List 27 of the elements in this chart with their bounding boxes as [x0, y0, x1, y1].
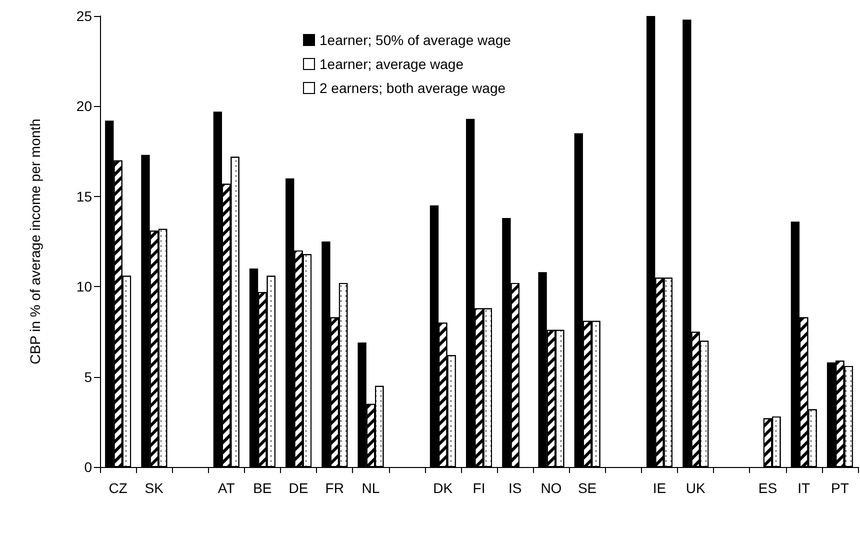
y-tick-label: 5 — [84, 368, 92, 385]
x-tick-label: FR — [325, 480, 344, 496]
x-tick-label: AT — [218, 480, 236, 496]
x-tick-label: SE — [578, 480, 597, 496]
x-tick-label: UK — [686, 480, 706, 496]
x-tick-label: DK — [433, 480, 454, 496]
legend-label: 1earner; average wage — [320, 56, 464, 72]
x-tick-label: SK — [144, 480, 164, 496]
x-tick-label: CZ — [108, 480, 128, 496]
x-tick-label: FI — [472, 480, 486, 496]
x-tick-label: BE — [253, 480, 272, 496]
y-tick-label: 15 — [76, 188, 92, 204]
legend-label: 1earner; 50% of average wage — [320, 32, 512, 48]
x-tick-label: NL — [362, 480, 380, 496]
x-tick-label: PT — [831, 480, 850, 496]
x-tick-label: IE — [652, 480, 666, 496]
x-tick-label: DE — [288, 480, 308, 496]
legend-label: 2 earners; both average wage — [320, 80, 506, 96]
x-tick-label: ES — [758, 480, 778, 496]
y-tick-label: 10 — [76, 278, 92, 295]
x-tick-label: IT — [798, 480, 811, 496]
y-axis-title: CBP in % of average income per month — [27, 118, 43, 364]
y-tick-label: 20 — [76, 98, 92, 114]
x-tick-label: NO — [540, 480, 562, 496]
y-tick-label: 25 — [76, 8, 92, 24]
y-tick-label: 0 — [84, 459, 92, 475]
x-tick-label: IS — [508, 480, 522, 496]
